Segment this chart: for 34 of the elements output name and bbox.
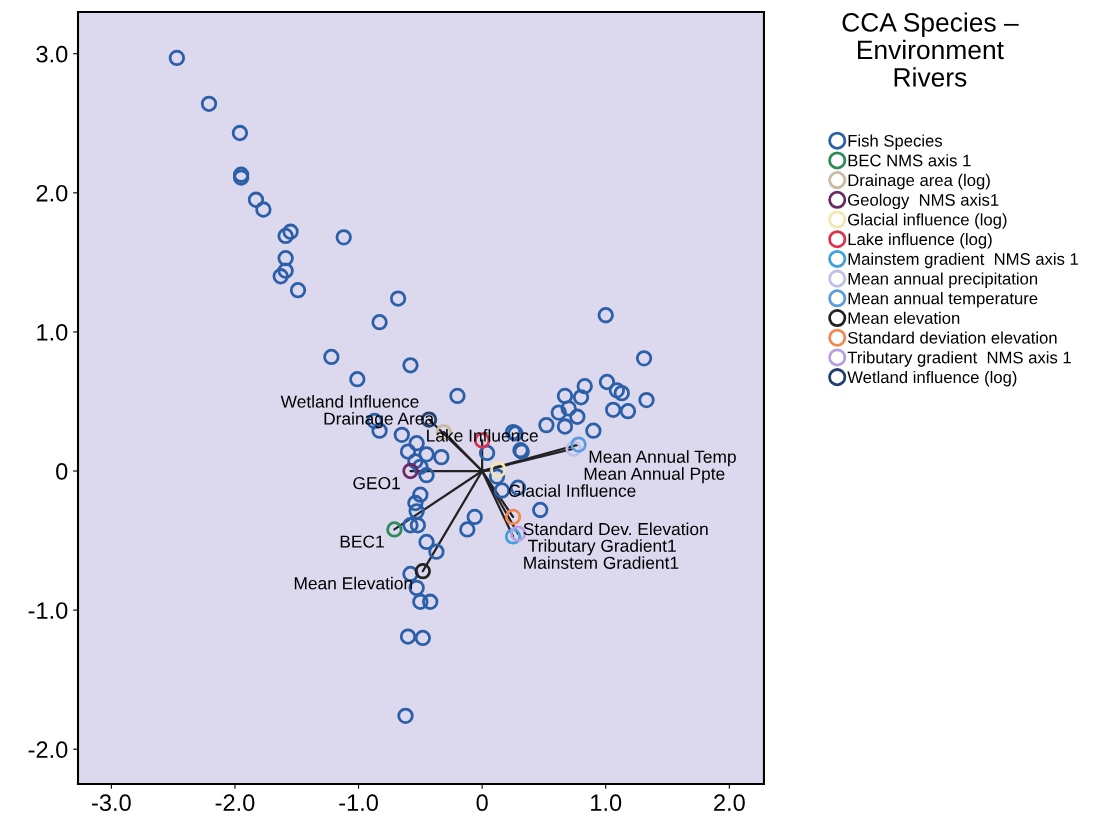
y-tick-label: 0: [56, 463, 68, 480]
annotation: Mean Annual Temp: [589, 450, 736, 467]
legend-label: Lake influence (log): [848, 232, 992, 249]
annotation: Mean Annual Ppte: [584, 467, 725, 484]
legend-label: Wetland influence (log): [847, 370, 1017, 387]
annotation: Mainstem Gradient1: [524, 556, 679, 569]
legend-label: Mean elevation: [848, 311, 960, 325]
y-tick-label: 2.0: [36, 184, 68, 202]
legend-label: BEC NMS axis 1: [848, 154, 971, 167]
annotation: BEC1: [340, 535, 384, 548]
legend-label: Mean annual precipitation: [848, 272, 1038, 288]
annotation: GEO1: [353, 477, 400, 490]
annotation: Wetland Influence: [280, 395, 419, 408]
y-tick-label: 3.0: [36, 45, 68, 63]
legend-label: Drainage area (log): [848, 173, 990, 190]
legend-label: Geology NMS axis1: [848, 193, 999, 210]
x-tick-label: 2.0: [714, 794, 745, 812]
annotation: Standard Dev. Elevation: [523, 522, 708, 536]
annotation: Tributary Gradient1: [528, 539, 676, 556]
legend-label: Standard deviation elevation: [848, 331, 1057, 344]
x-tick-label: -3.0: [92, 794, 131, 812]
legend-label: Fish Species: [848, 134, 943, 150]
x-tick-label: -1.0: [339, 794, 378, 812]
legend-label: Mainstem gradient NMS axis 1: [848, 252, 1078, 269]
y-tick-label: -2.0: [28, 741, 68, 759]
legend-label: Mean annual temperature: [848, 292, 1038, 308]
y-tick-label: 1.0: [37, 323, 68, 341]
legend-label: Glacial influence (log): [848, 213, 1007, 229]
x-tick-label: 0: [476, 794, 488, 812]
text: CCA Species – Environment Rivers: [842, 12, 1019, 87]
x-tick-label: -2.0: [215, 794, 255, 812]
y-tick-label: -1.0: [28, 602, 68, 619]
x-tick-label: 1.0: [591, 794, 622, 812]
legend-label: Tributary gradient NMS axis 1: [847, 351, 1071, 367]
